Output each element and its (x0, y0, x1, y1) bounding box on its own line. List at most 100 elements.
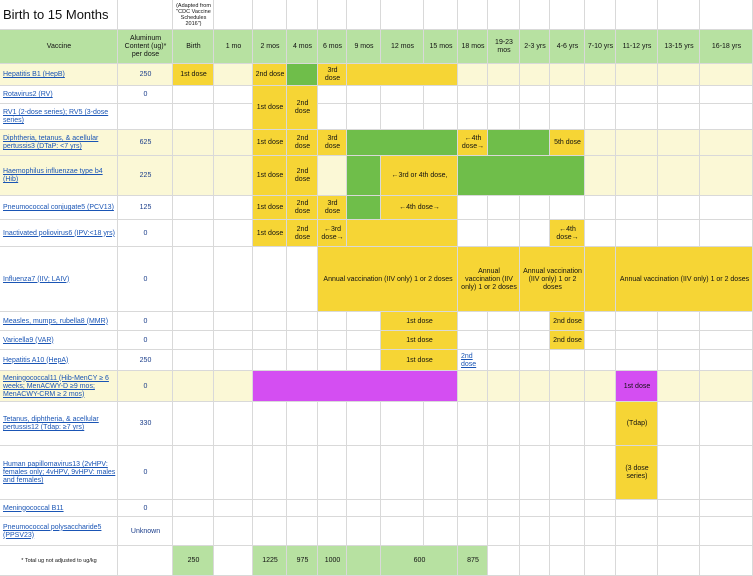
header-aluminum: Aluminum Content (ug)* per dose (124, 35, 167, 58)
grid-cell (347, 312, 381, 331)
grid-cell (0, 446, 118, 500)
grid-cell (381, 402, 424, 446)
grid-cell (585, 402, 616, 446)
grid-cell (424, 517, 458, 546)
grid-cell (700, 104, 753, 130)
grid-cell (550, 86, 585, 104)
vaccine-name: Pneumococcal polysaccharide5 (PPSV23) (3, 523, 102, 539)
aluminum-value: 0 (143, 91, 148, 98)
grid-cell (118, 546, 173, 576)
grid-cell (700, 130, 753, 156)
grid-cell (253, 247, 287, 312)
grid-cell (458, 0, 488, 30)
grid-cell (488, 500, 520, 517)
grid-cell (458, 402, 488, 446)
grid-cell (424, 500, 458, 517)
grid-cell (173, 196, 214, 220)
header-age-4: 6 mos (322, 43, 343, 50)
grid-cell (0, 402, 118, 446)
grid-cell (253, 312, 287, 331)
grid-cell (616, 130, 658, 156)
grid-cell (287, 446, 318, 500)
grid-cell (616, 517, 658, 546)
grid-cell (0, 350, 118, 371)
grid-cell (287, 517, 318, 546)
hib-dose-3-4: ←3rd or 4th dose, (391, 172, 448, 179)
grid-cell (118, 517, 173, 546)
total-value: 1000 (324, 557, 341, 564)
grid-cell (173, 517, 214, 546)
vaccine-name: Varicella9 (VAR) (3, 336, 54, 344)
grid-cell (488, 350, 520, 371)
grid-cell (214, 64, 253, 86)
aluminum-value: 0 (143, 275, 148, 283)
grid-cell (616, 86, 658, 104)
header-vaccine: Vaccine (46, 43, 72, 50)
vaccine-name: RV1 (2-dose series); RV5 (3-dose series) (3, 109, 109, 124)
grid-cell (253, 331, 287, 350)
dtap-dose-3 (318, 130, 347, 156)
header-age-3: 4 mos (292, 43, 313, 50)
mmr-dose-1 (381, 312, 458, 331)
grid-cell (118, 350, 173, 371)
grid-cell (287, 312, 318, 331)
header-age-14: 13-15 yrs (664, 43, 694, 50)
rv-dose-1: 1st dose (256, 104, 284, 111)
ipv-dose-1: 1st dose (256, 229, 284, 237)
grid-cell (700, 312, 753, 331)
grid-cell (347, 446, 381, 500)
grid-cell (347, 500, 381, 517)
grid-cell (585, 0, 616, 30)
grid-cell (118, 371, 173, 402)
grid-cell (318, 86, 347, 104)
grid-cell (458, 517, 488, 546)
grid-cell (214, 402, 253, 446)
rv-dose-2: 2nd dose (294, 100, 311, 115)
grid-cell (458, 371, 488, 402)
grid-cell (424, 104, 458, 130)
grid-cell (0, 517, 118, 546)
ipv-dose-3: ←3rd dose→ (321, 225, 344, 241)
ipv-dose-2: 2nd dose (294, 225, 311, 241)
grid-cell (318, 446, 347, 500)
aluminum-value: 250 (139, 356, 152, 364)
grid-cell (287, 331, 318, 350)
grid-cell (173, 86, 214, 104)
grid-cell (173, 30, 214, 64)
aluminum-value: 0 (143, 336, 148, 344)
grid-cell (173, 402, 214, 446)
grid-cell (550, 0, 585, 30)
hepb-dose-2 (253, 64, 287, 86)
header-age-12: 7-10 yrs (587, 43, 614, 50)
grid-cell (173, 104, 214, 130)
grid-cell (424, 86, 458, 104)
vaccine-name: Diphtheria, tetanus, & acellular pertuss… (3, 135, 99, 150)
dtap-dose-2: 2nd dose (294, 135, 311, 150)
grid-cell (658, 196, 700, 220)
grid-cell (550, 546, 585, 576)
aluminum-value: 0 (143, 317, 148, 325)
grid-cell (700, 0, 753, 30)
mmr-dose-2 (550, 312, 585, 331)
grid-cell (0, 196, 118, 220)
grid-cell (214, 500, 253, 517)
grid-cell (214, 247, 253, 312)
grid-cell (700, 156, 753, 196)
grid-cell (585, 130, 616, 156)
grid-cell (520, 30, 550, 64)
ipv-dose-3 (318, 220, 347, 247)
grid-cell (458, 104, 488, 130)
grid-cell (550, 402, 585, 446)
grid-cell (424, 30, 458, 64)
ipv-dose-1 (253, 220, 287, 247)
aluminum-value: 0 (143, 504, 148, 512)
grid-cell (0, 156, 118, 196)
total-value: 875 (467, 557, 479, 564)
grid-cell (585, 312, 616, 331)
influenza-range-1 (318, 247, 458, 312)
grid-cell (658, 156, 700, 196)
header-age-1: 1 mo (225, 43, 242, 50)
grid-cell (214, 86, 253, 104)
grid-cell (585, 86, 616, 104)
